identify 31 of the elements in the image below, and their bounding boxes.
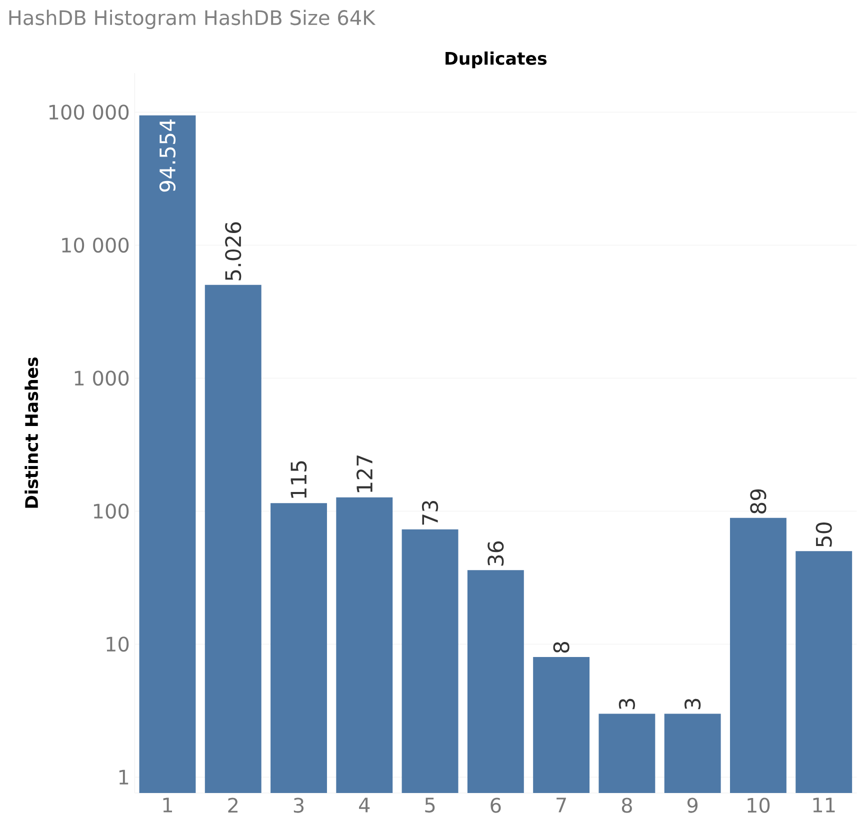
- data-label: 36: [488, 541, 504, 566]
- x-tick-label: 2: [228, 798, 238, 813]
- x-tick-label: 11: [813, 798, 835, 812]
- data-label: 5.026: [225, 222, 242, 280]
- x-tick-label: 1: [163, 798, 172, 812]
- data-label: 8: [553, 642, 570, 653]
- y-axis-title: Distinct Hashes: [24, 357, 38, 508]
- data-label: 50: [816, 522, 832, 547]
- y-tick-label: 100 000: [49, 104, 129, 120]
- x-tick-label: 5: [425, 798, 435, 813]
- y-tick-label: 10 000: [62, 238, 129, 253]
- y-tick-label: 100: [94, 504, 129, 519]
- data-label: 3: [618, 698, 635, 710]
- y-tick-label: 1: [119, 770, 128, 784]
- x-tick-label: 9: [687, 798, 698, 813]
- y-tick-label: 1 000: [74, 370, 129, 386]
- data-label: 94.554: [159, 120, 176, 192]
- x-tick-label: 10: [748, 798, 770, 813]
- data-label: 73: [422, 500, 438, 525]
- data-label: 115: [290, 461, 307, 498]
- x-tick-label: 4: [359, 798, 370, 812]
- x-tick-label: 7: [556, 798, 566, 812]
- chart-title: HashDB Histogram HashDB Size 64K: [9, 10, 376, 30]
- x-axis-title: Duplicates: [446, 52, 547, 68]
- data-label: 3: [684, 698, 701, 710]
- data-label: 127: [356, 456, 372, 492]
- data-label: 89: [750, 489, 766, 514]
- y-tick-label: 10: [106, 636, 129, 652]
- x-tick-label: 3: [294, 798, 304, 813]
- x-tick-label: 6: [490, 798, 501, 813]
- x-tick-label: 8: [622, 798, 632, 813]
